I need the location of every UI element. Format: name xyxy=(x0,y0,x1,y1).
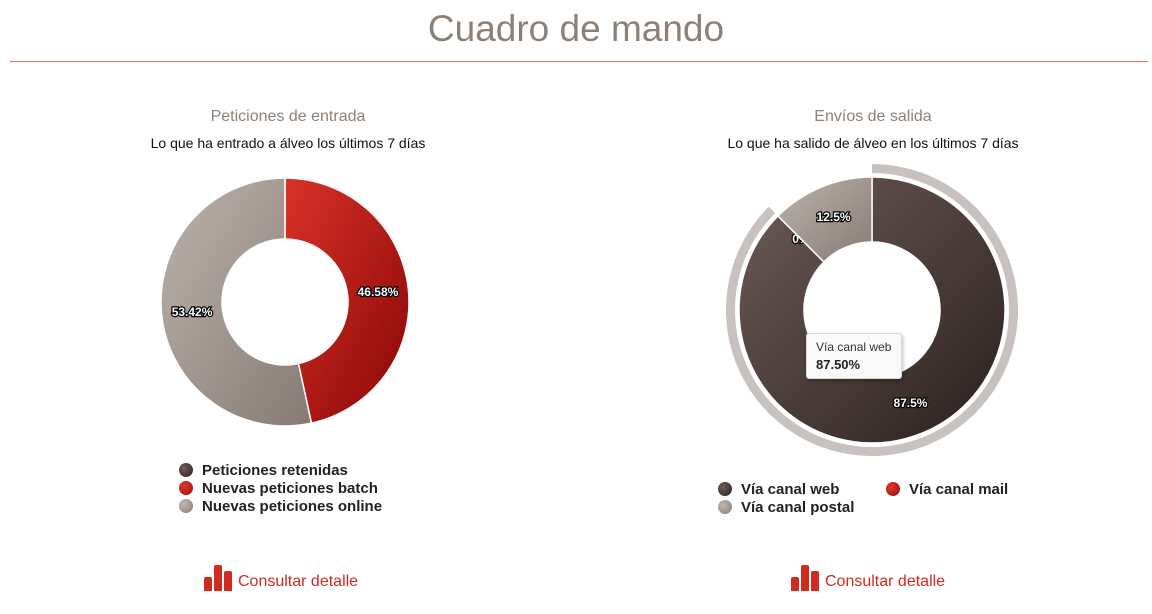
slice-label: 12.5% xyxy=(817,210,851,224)
consult-detail-label: Consultar detalle xyxy=(825,573,946,590)
chart-title: Envíos de salida xyxy=(814,108,932,125)
incoming-donut-chart: 0%46.58%53.42% xyxy=(160,177,410,427)
consult-detail-link[interactable]: Consultar detalle xyxy=(791,563,945,591)
legend-item[interactable]: Vía canal web xyxy=(718,480,886,498)
chart-legend: Peticiones retenidas Nuevas peticiones b… xyxy=(179,461,382,515)
legend-dot-icon xyxy=(718,482,732,496)
legend-label: Nuevas peticiones online xyxy=(202,497,383,515)
legend-label: Vía canal mail xyxy=(909,480,1009,498)
chart-tooltip: Vía canal web 87.50% xyxy=(806,333,903,379)
consult-detail-label: Consultar detalle xyxy=(238,573,359,590)
legend-dot-icon xyxy=(179,499,193,513)
legend-label: Vía canal postal xyxy=(741,498,855,516)
incoming-requests-panel: Peticiones de entrada Lo que ha entrado … xyxy=(150,108,426,591)
page-title: Cuadro de mando xyxy=(427,8,725,49)
slice-label: 87.5% xyxy=(893,396,927,410)
legend-item[interactable]: Peticiones retenidas xyxy=(179,461,382,479)
donut-slice[interactable] xyxy=(738,176,1006,444)
donut-slice[interactable] xyxy=(284,177,410,425)
legend-dot-icon xyxy=(179,463,193,477)
legend-item[interactable]: Nuevas peticiones online xyxy=(179,497,382,515)
legend-label: Peticiones retenidas xyxy=(202,461,348,479)
outgoing-shipments-panel: Envíos de salida Lo que ha salido de álv… xyxy=(585,0,1152,614)
donut-slice[interactable] xyxy=(160,177,313,427)
tooltip-value: 87.50% xyxy=(816,357,861,372)
legend-label: Vía canal web xyxy=(741,480,840,498)
chart-legend: Vía canal web Vía canal mail Vía canal p… xyxy=(718,480,1038,516)
chart-subtitle: Lo que ha salido de álveo en los últimos… xyxy=(727,135,1019,151)
chart-title: Peticiones de entrada xyxy=(210,108,366,125)
legend-label: Nuevas peticiones batch xyxy=(202,479,378,497)
bar-chart-icon xyxy=(204,563,234,591)
donut-slice[interactable] xyxy=(776,176,873,263)
legend-item[interactable]: Nuevas peticiones batch xyxy=(179,479,382,497)
slice-label: 46.58% xyxy=(358,285,399,299)
outgoing-donut-chart: 87.5%0%12.5% xyxy=(726,164,1018,456)
bar-chart-icon xyxy=(791,563,821,591)
legend-item[interactable]: Vía canal postal xyxy=(718,498,1038,516)
legend-item[interactable]: Vía canal mail xyxy=(886,480,1008,498)
slice-label: 53.42% xyxy=(172,305,213,319)
title-divider xyxy=(10,61,1148,62)
legend-dot-icon xyxy=(886,482,900,496)
consult-detail-link[interactable]: Consultar detalle xyxy=(204,563,358,591)
legend-dot-icon xyxy=(718,500,732,514)
chart-subtitle: Lo que ha entrado a álveo los últimos 7 … xyxy=(150,135,426,151)
legend-dot-icon xyxy=(179,481,193,495)
tooltip-series-name: Vía canal web xyxy=(816,340,892,354)
